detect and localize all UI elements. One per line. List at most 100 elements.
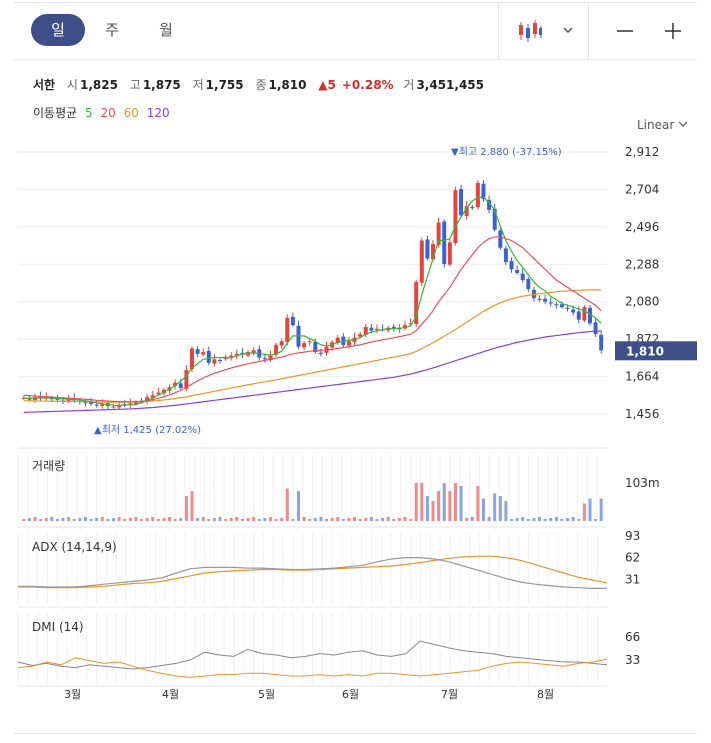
volume-bar — [369, 517, 373, 521]
candle-body — [363, 326, 368, 335]
candle-body — [475, 182, 480, 208]
candle-body — [582, 307, 587, 321]
candle-body — [554, 304, 559, 306]
volume-bar — [156, 519, 160, 521]
zoom-out-icon[interactable] — [615, 21, 635, 45]
volume-bar — [476, 486, 480, 521]
candle-body — [431, 244, 436, 260]
volume-bar — [184, 496, 188, 521]
candle-body — [543, 298, 548, 302]
dmi-tick-label: 66 — [625, 630, 640, 644]
volume-bar — [218, 517, 222, 521]
volume-bar — [448, 491, 452, 521]
volume-bar — [588, 498, 592, 521]
candle-body — [128, 403, 133, 406]
volume-bar — [510, 519, 514, 521]
volume-bar — [364, 518, 368, 521]
candle-body — [111, 406, 116, 408]
candle-body — [459, 189, 464, 216]
candle-body — [402, 325, 407, 329]
ma-5: 5 — [85, 106, 93, 120]
volume-bar — [33, 517, 37, 521]
ma120-line — [23, 330, 602, 413]
volume-bar — [515, 518, 519, 521]
scale-select[interactable]: Linear — [637, 118, 688, 132]
candle-body — [587, 307, 592, 324]
candle-body — [212, 359, 217, 364]
divider — [14, 733, 697, 734]
candle-body — [285, 317, 290, 343]
ma-60: 60 — [123, 106, 139, 120]
zoom-in-icon[interactable] — [663, 21, 683, 45]
candle-body — [223, 357, 228, 360]
close-label: 종 — [255, 78, 267, 92]
volume-bar — [313, 518, 317, 521]
candle-body — [481, 183, 486, 200]
volume-bar — [240, 519, 244, 521]
candle-body — [268, 355, 273, 361]
volume-bar — [504, 501, 508, 521]
price-tick-label: 2,912 — [625, 145, 659, 159]
volume-bar — [442, 483, 446, 521]
toolbar: 일 주 월 — [14, 2, 697, 60]
volume-bar — [319, 517, 323, 521]
candle-body — [83, 402, 88, 404]
candle-body — [470, 207, 475, 209]
candle-body — [408, 323, 413, 325]
candle-body — [100, 404, 105, 406]
volume-label: 거 — [403, 78, 415, 92]
volume-bar — [582, 503, 586, 521]
volume-bar — [140, 519, 144, 521]
candle-body — [133, 402, 138, 405]
volume-bar — [498, 496, 502, 521]
chevron-down-icon — [678, 121, 688, 127]
candle-body — [498, 230, 503, 248]
dmi-series-line — [17, 640, 608, 670]
candle-body — [313, 342, 318, 353]
tab-month[interactable]: 월 — [159, 21, 173, 39]
dmi-tick-label: 33 — [625, 653, 640, 667]
volume-bar — [268, 517, 272, 521]
candle-body — [117, 405, 122, 408]
candle-body — [559, 304, 564, 308]
tab-day[interactable]: 일 — [31, 14, 85, 46]
candle-body — [318, 352, 323, 354]
chevron-down-icon[interactable] — [562, 21, 574, 40]
volume-bar — [212, 518, 216, 521]
volume-bar — [459, 486, 463, 521]
volume-bar — [128, 518, 132, 521]
x-tick-label: 4월 — [162, 688, 179, 701]
open-label: 시 — [66, 78, 78, 92]
low-label: 저 — [192, 78, 204, 92]
volume-bar — [22, 519, 26, 521]
candle-body — [453, 190, 458, 244]
volume-bar — [61, 518, 65, 521]
volume-pane-title: 거래량 — [32, 459, 65, 473]
x-tick-label: 5월 — [258, 688, 275, 701]
candle-body — [178, 383, 183, 389]
price-tick-label: 1,456 — [625, 407, 659, 421]
volume-bar — [111, 518, 115, 521]
adx-tick-label: 93 — [625, 529, 640, 543]
candle-body — [156, 392, 161, 395]
candle-body — [414, 281, 419, 325]
candle-body — [436, 222, 441, 245]
ma-20: 20 — [100, 106, 116, 120]
volume-bar — [470, 517, 474, 521]
ma5-line — [23, 196, 602, 406]
candle-body — [442, 221, 447, 264]
change-value: ▲5 — [318, 78, 336, 92]
volume-bar — [358, 519, 362, 521]
price-info: 서한 시 1,825 고 1,875 저 1,755 종 1,810 ▲5 +0.28% … — [33, 76, 492, 93]
tab-week[interactable]: 주 — [105, 21, 119, 39]
candle-body — [89, 401, 94, 404]
volume-bar — [554, 517, 558, 521]
volume-bar — [577, 519, 581, 521]
candlestick-type-icon[interactable] — [517, 18, 543, 48]
divider — [498, 3, 499, 59]
volume-bar — [78, 518, 82, 521]
candle-body — [548, 302, 553, 304]
volume-bar — [285, 488, 289, 521]
open-value: 1,825 — [79, 78, 118, 92]
